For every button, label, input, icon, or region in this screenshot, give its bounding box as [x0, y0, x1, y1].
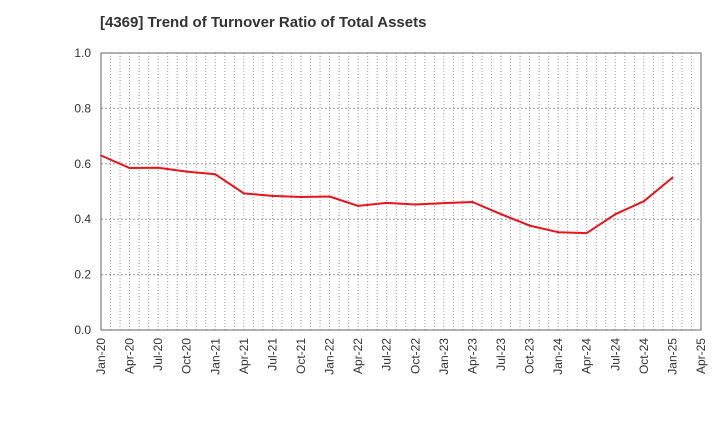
x-tick-label: Oct-21 — [294, 338, 308, 374]
x-tick-label: Jul-24 — [608, 338, 622, 371]
data-point — [671, 176, 674, 179]
chart-title: [4369] Trend of Turnover Ratio of Total … — [100, 14, 427, 31]
x-tick-label: Apr-22 — [351, 338, 365, 374]
data-point — [500, 213, 502, 216]
x-tick-label: Jan-20 — [94, 338, 108, 375]
x-tick-label: Jul-22 — [380, 338, 394, 371]
y-tick-label: 0.6 — [74, 157, 91, 171]
x-tick-label: Jan-25 — [665, 338, 679, 375]
x-tick-label: Oct-23 — [523, 338, 537, 374]
y-tick-label: 0.8 — [74, 101, 91, 115]
data-point — [157, 166, 160, 169]
x-tick-label: Jan-23 — [437, 338, 451, 375]
x-tick-labels: Jan-20 Apr-20 Jul-20 Oct-20 Jan-21 Apr-21 Jul-… — [94, 338, 708, 375]
x-tick-label: Apr-20 — [123, 338, 137, 374]
data-point — [328, 195, 331, 198]
x-tick-label: Oct-20 — [180, 338, 194, 374]
x-tick-label: Apr-25 — [694, 338, 708, 374]
data-point — [128, 166, 131, 169]
x-tick-label: Jul-23 — [494, 338, 508, 371]
x-tick-label: Apr-24 — [580, 338, 594, 374]
series-layer — [100, 154, 674, 235]
data-point — [385, 201, 388, 204]
data-point — [642, 200, 645, 203]
x-tick-label: Jul-21 — [265, 338, 279, 371]
data-point — [557, 231, 560, 234]
x-tick-label: Jan-24 — [551, 338, 565, 375]
y-tick-label: 0.2 — [74, 268, 91, 282]
data-point — [214, 173, 217, 176]
x-tick-label: Jul-20 — [151, 338, 165, 371]
data-point — [471, 201, 474, 204]
data-point — [271, 194, 274, 197]
y-tick-label: 0.4 — [74, 212, 91, 226]
data-point — [528, 224, 531, 227]
x-tick-label: Apr-21 — [237, 338, 251, 374]
data-point — [357, 204, 360, 207]
data-point — [585, 232, 588, 235]
data-point — [442, 202, 445, 205]
x-tick-label: Jan-22 — [323, 338, 337, 375]
data-point — [414, 203, 417, 206]
x-tick-label: Oct-22 — [408, 338, 422, 374]
data-point — [300, 196, 302, 199]
y-tick-label: 0.0 — [74, 323, 91, 337]
y-tick-label: 1.0 — [74, 46, 91, 60]
plot-frame — [100, 52, 702, 331]
y-tick-labels: 0.0 0.2 0.4 0.6 0.8 1.0 — [74, 46, 91, 337]
x-tick-label: Oct-24 — [637, 338, 651, 374]
data-point — [185, 170, 188, 173]
grid-layer — [101, 53, 701, 330]
data-point — [242, 192, 245, 195]
x-tick-label: Jan-21 — [208, 338, 222, 375]
data-point — [614, 213, 617, 216]
x-tick-label: Apr-23 — [465, 338, 479, 374]
